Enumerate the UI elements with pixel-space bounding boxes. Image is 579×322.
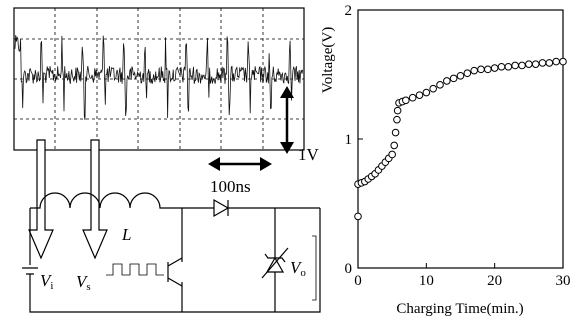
y-tick-label: 0 (345, 261, 353, 277)
y-axis-label: Voltage(V) (320, 27, 336, 93)
switch-voltage: Vs (76, 272, 91, 293)
x-tick-label: 20 (487, 273, 502, 289)
data-point (389, 151, 396, 158)
data-point (491, 65, 498, 72)
data-point (423, 89, 430, 96)
figure: 1V 100ns L Vi Vs Vo Voltage(V) Charging … (0, 0, 579, 322)
data-point (430, 85, 437, 92)
data-point (416, 92, 423, 99)
data-point (505, 63, 512, 70)
data-point (403, 97, 410, 104)
x-tick-label: 30 (556, 273, 571, 289)
volt-scale: 1V (298, 145, 320, 164)
time-scale: 100ns (210, 177, 251, 196)
inductor-label: L (121, 225, 131, 244)
data-point (485, 66, 492, 73)
x-axis-label: Charging Time(min.) (396, 301, 523, 317)
data-point (546, 60, 553, 67)
oscilloscope (14, 8, 304, 150)
data-point (355, 213, 362, 220)
data-point (457, 72, 464, 79)
data-point (478, 66, 485, 73)
data-point (553, 58, 560, 65)
data-point (526, 61, 533, 68)
data-point (394, 116, 401, 123)
data-point (471, 67, 478, 74)
data-point (532, 61, 539, 68)
circuit (22, 193, 320, 312)
data-point (512, 62, 519, 69)
data-point (464, 70, 471, 77)
v-sub: s (86, 281, 90, 293)
data-point (498, 63, 505, 70)
data-point (409, 94, 416, 101)
data-point (394, 107, 401, 114)
data-point (450, 75, 457, 82)
v-sub: o (300, 267, 306, 279)
input-voltage: Vi (40, 271, 53, 292)
data-point (392, 129, 399, 136)
data-point (560, 58, 567, 65)
x-tick-label: 0 (354, 273, 362, 289)
data-point (539, 60, 546, 67)
y-tick-label: 2 (345, 3, 353, 19)
y-tick-label: 1 (345, 132, 353, 148)
output-voltage: Vo (290, 258, 306, 279)
data-point (391, 142, 398, 149)
data-point (519, 62, 526, 69)
probe-arrows (29, 140, 107, 258)
v-sub: i (50, 280, 53, 292)
data-point (437, 82, 444, 89)
data-point (444, 78, 451, 85)
plot-frame (358, 10, 563, 268)
x-tick-label: 10 (419, 273, 434, 289)
